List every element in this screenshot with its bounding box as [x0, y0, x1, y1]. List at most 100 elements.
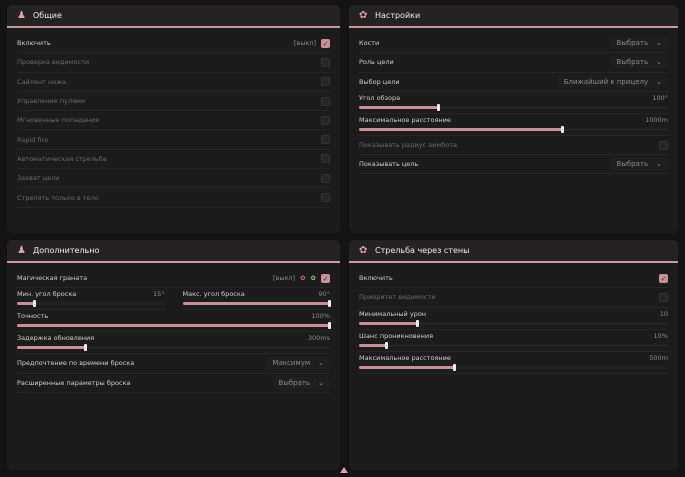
dropdown[interactable]: Выбрать ⌄: [610, 37, 668, 50]
checkbox-row[interactable]: Управление пулями: [17, 92, 330, 112]
slider[interactable]: Минимальный урон 10: [359, 308, 668, 330]
slider-track[interactable]: [359, 319, 668, 327]
checkbox[interactable]: [321, 115, 330, 125]
row-label: Кости: [359, 39, 380, 48]
slider-track[interactable]: [182, 300, 331, 308]
row-label: Предпочтение по времени броска: [17, 359, 135, 368]
panel-body: Магическая граната [выкл] ✿ ✿ ✓ Мин. угол бро…: [7, 263, 340, 393]
checkbox-row[interactable]: Захват цели: [17, 169, 330, 189]
row-label: Управление пулями: [17, 97, 86, 106]
chevron-down-icon: ⌄: [656, 160, 662, 169]
chevron-down-icon: ⌄: [318, 359, 324, 368]
checkbox-row[interactable]: Проверка видимости: [17, 53, 330, 73]
color-icon[interactable]: ✿: [310, 274, 316, 283]
panel-title: Стрельба через стены: [375, 246, 470, 255]
slider[interactable]: Мин. угол броска 15°: [17, 288, 165, 311]
panel-header: ♟ Дополнительно: [7, 240, 340, 263]
resize-handle[interactable]: [340, 467, 348, 473]
slider-handle[interactable]: [452, 363, 456, 371]
row-label: Показывать цель: [359, 160, 419, 169]
row-controls: [321, 96, 330, 106]
select-row: Кости Выбрать ⌄: [359, 34, 668, 54]
slider-fill: [359, 321, 418, 325]
chevron-down-icon: ⌄: [318, 378, 324, 387]
slider[interactable]: Задержка обновления 300ms: [17, 332, 330, 355]
slider-handle[interactable]: [384, 341, 388, 349]
dropdown[interactable]: Выбрать ⌄: [610, 56, 668, 69]
row-controls: [выкл] ✓: [293, 38, 330, 48]
dropdown[interactable]: Ближайший к прицелу ⌄: [557, 75, 668, 88]
checkbox-row[interactable]: Включить [выкл] ✓: [17, 34, 330, 54]
chevron-down-icon: ⌄: [656, 39, 662, 48]
panel-header: ♟ Общие: [7, 5, 340, 28]
slider-value: 300ms: [307, 334, 330, 343]
slider-value: 10: [659, 309, 668, 318]
slider[interactable]: Точность 100%: [17, 310, 331, 333]
checkbox-row[interactable]: Сайлент ножа: [17, 73, 330, 92]
row-label: Расширенные параметры броска: [17, 378, 131, 387]
slider[interactable]: Максимальное расстояние 500m: [359, 352, 668, 374]
slider-handle[interactable]: [328, 322, 331, 330]
dropdown[interactable]: Выбрать ⌄: [610, 158, 668, 171]
slider-handle[interactable]: [560, 125, 564, 133]
slider-track[interactable]: [359, 125, 668, 133]
checkbox[interactable]: ✓: [321, 273, 330, 283]
checkbox[interactable]: [321, 57, 330, 67]
checkbox-row[interactable]: Мгновенные попадания: [17, 111, 330, 131]
slider-fill: [359, 343, 387, 347]
row-label: Роль цели: [359, 58, 394, 67]
checkbox[interactable]: [659, 140, 668, 150]
slider-track[interactable]: [359, 341, 668, 349]
row-label: Включить: [359, 274, 393, 283]
slider-handle[interactable]: [328, 300, 331, 308]
row-controls: [321, 135, 330, 145]
checkbox[interactable]: [321, 154, 330, 164]
dropdown[interactable]: Максимум ⌄: [266, 357, 330, 370]
row-controls: [659, 140, 668, 150]
slider-track[interactable]: [359, 363, 668, 371]
checkbox[interactable]: [659, 292, 668, 302]
slider-handle[interactable]: [437, 103, 441, 111]
panel-general: ♟ Общие Включить [выкл] ✓ Проверка видимости С…: [7, 5, 340, 233]
checkbox[interactable]: [321, 96, 330, 106]
slider-track[interactable]: [17, 300, 165, 308]
checkbox[interactable]: [321, 77, 330, 87]
settings-icon[interactable]: ✿: [300, 274, 306, 283]
slider-track[interactable]: [17, 322, 331, 330]
checkbox-row[interactable]: Автоматическая стрельба: [17, 150, 330, 170]
chevron-down-icon: ⌄: [656, 77, 662, 86]
slider-track[interactable]: [359, 103, 668, 111]
row-controls: [321, 173, 330, 183]
keybind-tag[interactable]: [выкл]: [272, 274, 296, 283]
checkbox[interactable]: [321, 135, 330, 145]
checkbox-row[interactable]: Приоритет видимости: [359, 288, 668, 308]
row-controls: [321, 193, 330, 203]
select-row: Предпочтение по времени броска Максимум ⌄: [17, 354, 330, 374]
panel-body: Включить ✓ Приоритет видимости Минимальный …: [349, 263, 678, 374]
row-label: Проверка видимости: [17, 58, 90, 67]
checkbox-row[interactable]: Включить ✓: [359, 269, 668, 289]
slider-value: 10%: [653, 331, 668, 340]
keybind-tag[interactable]: [выкл]: [293, 39, 316, 48]
checkbox-row[interactable]: Показывать радиус аимбота: [359, 136, 668, 156]
dropdown-value: Выбрать: [616, 58, 649, 67]
dropdown[interactable]: Выбрать ⌄: [272, 376, 330, 389]
checkbox-row[interactable]: Магическая граната [выкл] ✿ ✿ ✓: [17, 269, 330, 289]
slider-handle[interactable]: [32, 300, 36, 308]
checkbox-row[interactable]: Rapid fire: [17, 130, 330, 150]
slider[interactable]: Угол обзора 100°: [359, 92, 668, 114]
slider[interactable]: Макс. угол броска 90°: [182, 288, 331, 311]
row-controls: ✓: [659, 273, 668, 283]
slider-handle[interactable]: [83, 344, 87, 352]
checkbox[interactable]: [321, 193, 330, 203]
slider-handle[interactable]: [415, 319, 419, 327]
slider-track[interactable]: [17, 344, 330, 352]
checkbox[interactable]: ✓: [659, 273, 668, 283]
slider-fill: [182, 302, 330, 306]
slider[interactable]: Максимальное расстояние 1000m: [359, 114, 668, 136]
checkbox-row[interactable]: Стрелять только в тело: [17, 188, 330, 208]
slider[interactable]: Шанс проникновения 10%: [359, 330, 668, 352]
slider-fill: [17, 324, 330, 328]
checkbox[interactable]: ✓: [321, 38, 330, 48]
checkbox[interactable]: [321, 173, 330, 183]
